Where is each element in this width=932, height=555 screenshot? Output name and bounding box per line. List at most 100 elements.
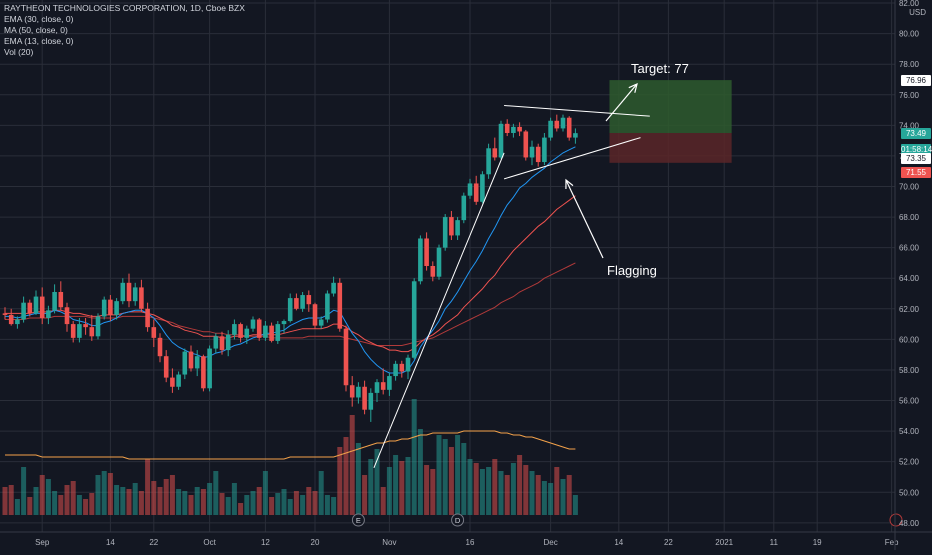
candle-body[interactable] xyxy=(77,324,82,338)
candle-body[interactable] xyxy=(486,148,491,175)
candle-body[interactable] xyxy=(269,325,274,341)
candle-body[interactable] xyxy=(312,304,318,326)
candle-body[interactable] xyxy=(176,374,181,387)
candle-body[interactable] xyxy=(566,117,572,138)
candle-body[interactable] xyxy=(263,325,268,338)
target-annotation[interactable]: Target: 77 xyxy=(631,61,689,76)
candle-body[interactable] xyxy=(163,356,169,378)
candle-body[interactable] xyxy=(182,351,188,375)
flagging-annotation[interactable]: Flagging xyxy=(607,263,657,278)
candle-body[interactable] xyxy=(139,287,144,309)
candle-body[interactable] xyxy=(126,282,132,302)
candle-body[interactable] xyxy=(548,120,553,138)
candle-body[interactable] xyxy=(467,183,473,196)
candle-body[interactable] xyxy=(517,126,522,132)
candle-body[interactable] xyxy=(455,220,460,236)
candle-body[interactable] xyxy=(318,319,324,326)
candle-body[interactable] xyxy=(64,307,70,325)
candle-body[interactable] xyxy=(287,298,293,322)
candle-body[interactable] xyxy=(207,348,212,389)
candle-body[interactable] xyxy=(157,337,163,357)
candle-body[interactable] xyxy=(480,174,485,202)
candle-body[interactable] xyxy=(225,334,231,351)
candle-body[interactable] xyxy=(89,327,95,337)
candle-body[interactable] xyxy=(8,314,14,325)
candle-body[interactable] xyxy=(492,148,498,158)
candle-body[interactable] xyxy=(275,324,281,341)
candle-body[interactable] xyxy=(238,324,243,338)
candle-body[interactable] xyxy=(250,319,256,329)
candle-body[interactable] xyxy=(560,117,566,129)
candle-body[interactable] xyxy=(2,313,8,315)
candle-body[interactable] xyxy=(573,133,578,138)
candle-body[interactable] xyxy=(405,357,411,372)
event-marker[interactable] xyxy=(351,513,365,527)
candle-body[interactable] xyxy=(442,217,448,248)
target-arrow[interactable] xyxy=(605,83,638,122)
indicator-ma50[interactable]: MA (50, close, 0) xyxy=(4,25,68,35)
candle-body[interactable] xyxy=(15,319,20,325)
candle-body[interactable] xyxy=(39,296,45,318)
candle-body[interactable] xyxy=(145,308,150,328)
candle-body[interactable] xyxy=(95,316,101,337)
candle-body[interactable] xyxy=(114,301,119,315)
profit-zone[interactable] xyxy=(609,80,732,133)
candle-body[interactable] xyxy=(498,123,504,158)
candle-body[interactable] xyxy=(461,195,467,221)
candle-body[interactable] xyxy=(418,238,423,282)
candle-body[interactable] xyxy=(368,392,374,410)
candle-body[interactable] xyxy=(46,310,51,318)
candle-body[interactable] xyxy=(300,295,305,309)
candle-body[interactable] xyxy=(213,336,219,349)
flagging-arrow[interactable] xyxy=(565,179,604,259)
candle-body[interactable] xyxy=(362,386,367,410)
candle-body[interactable] xyxy=(294,298,299,309)
candle-body[interactable] xyxy=(232,324,237,335)
candle-body[interactable] xyxy=(83,324,88,328)
candle-body[interactable] xyxy=(244,328,250,338)
candle-body[interactable] xyxy=(449,217,454,236)
indicator-ema30[interactable]: EMA (30, close, 0) xyxy=(4,14,74,24)
candle-body[interactable] xyxy=(356,386,361,398)
stop-loss-zone[interactable] xyxy=(609,133,732,163)
candle-body[interactable] xyxy=(380,382,386,390)
candle-body[interactable] xyxy=(151,327,157,338)
candle-body[interactable] xyxy=(393,363,398,377)
candle-body[interactable] xyxy=(424,238,429,266)
candle-body[interactable] xyxy=(349,385,355,398)
candle-body[interactable] xyxy=(399,363,405,372)
candle-body[interactable] xyxy=(70,324,76,338)
candle-body[interactable] xyxy=(523,131,529,158)
candle-body[interactable] xyxy=(101,299,107,317)
candle-body[interactable] xyxy=(436,247,442,277)
candle-body[interactable] xyxy=(337,282,343,329)
candle-body[interactable] xyxy=(194,356,200,369)
candle-body[interactable] xyxy=(542,137,547,163)
event-marker[interactable] xyxy=(451,513,465,527)
candle-body[interactable] xyxy=(511,126,516,133)
rising-trend-line[interactable] xyxy=(373,152,505,468)
candle-body[interactable] xyxy=(325,293,330,320)
candle-body[interactable] xyxy=(219,336,225,351)
candle-body[interactable] xyxy=(58,291,64,308)
candle-body[interactable] xyxy=(504,123,510,133)
candle-body[interactable] xyxy=(33,296,39,314)
candle-body[interactable] xyxy=(529,146,535,158)
candle-body[interactable] xyxy=(170,377,175,387)
candle-body[interactable] xyxy=(108,299,113,315)
candle-body[interactable] xyxy=(343,328,349,386)
candle-body[interactable] xyxy=(27,302,33,314)
indicator-ema13[interactable]: EMA (13, close, 0) xyxy=(4,36,74,46)
candle-body[interactable] xyxy=(188,351,194,369)
candle-body[interactable] xyxy=(430,266,436,277)
candle-body[interactable] xyxy=(374,382,380,393)
candle-body[interactable] xyxy=(306,295,312,305)
flag-upper-line[interactable] xyxy=(504,104,650,117)
candle-body[interactable] xyxy=(554,120,560,129)
candle-body[interactable] xyxy=(21,302,26,320)
flag-lower-line[interactable] xyxy=(503,137,641,180)
candle-body[interactable] xyxy=(201,356,206,389)
indicator-volume[interactable]: Vol (20) xyxy=(4,47,34,57)
